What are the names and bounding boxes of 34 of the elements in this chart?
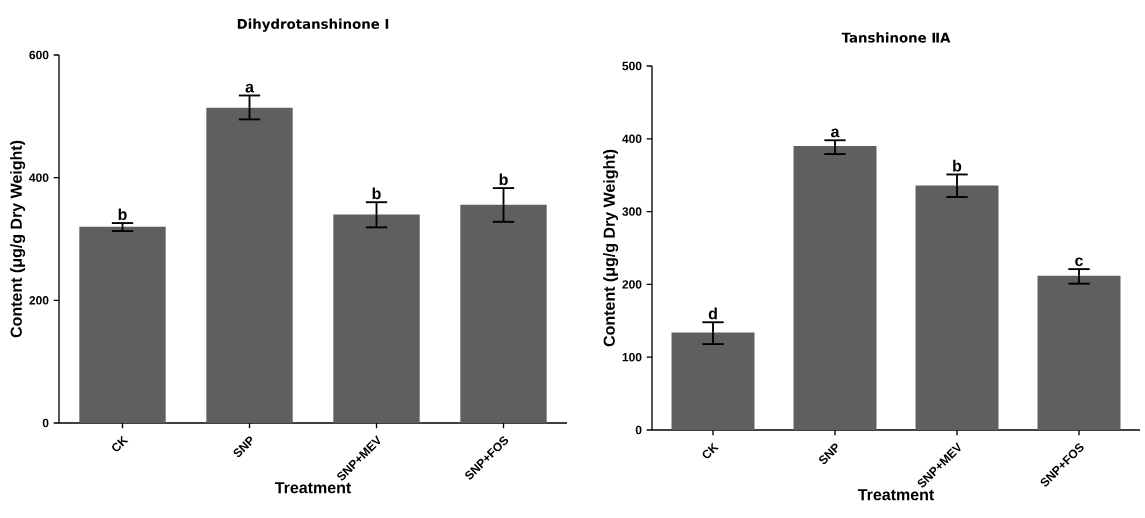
annotation: b	[372, 187, 381, 200]
y-tick-label: 100	[622, 352, 642, 362]
bar	[206, 107, 293, 423]
y-tick-label: 500	[622, 61, 642, 71]
annotation: b	[118, 208, 127, 221]
y-tick-label: 200	[622, 280, 642, 289]
annotation: a	[245, 83, 255, 93]
bar	[460, 204, 547, 423]
bar	[671, 332, 755, 430]
y-tick-label: 600	[29, 50, 49, 60]
y-tick-label: 400	[622, 134, 642, 144]
x-axis-title: Treatment	[857, 489, 935, 501]
bar	[79, 226, 166, 423]
y-tick-label: 200	[29, 296, 49, 305]
chart-title: Dihydrotanshinone Ⅰ	[237, 18, 389, 32]
x-tick-label: CK	[702, 442, 719, 459]
y-tick-label: 0	[635, 425, 642, 435]
bar	[915, 185, 999, 430]
bar	[333, 214, 420, 423]
x-axis-title: Treatment	[274, 482, 352, 494]
bar	[793, 146, 877, 430]
chart-title: Tanshinone ⅡA	[841, 32, 951, 43]
annotation: b	[499, 173, 508, 186]
annotation: c	[1075, 257, 1083, 267]
y-axis-title: Content (μg/g Dry Weight)	[603, 149, 619, 347]
y-tick-label: 0	[42, 418, 49, 428]
annotation: d	[708, 307, 717, 320]
y-tick-label: 300	[622, 207, 642, 216]
bar	[1037, 275, 1121, 430]
annotation: a	[831, 128, 840, 138]
x-tick-label: CK	[112, 435, 129, 452]
y-axis-title: Content (μg/g Dry Weight)	[10, 140, 26, 338]
annotation: b	[953, 159, 962, 172]
y-tick-label: 400	[29, 173, 49, 182]
